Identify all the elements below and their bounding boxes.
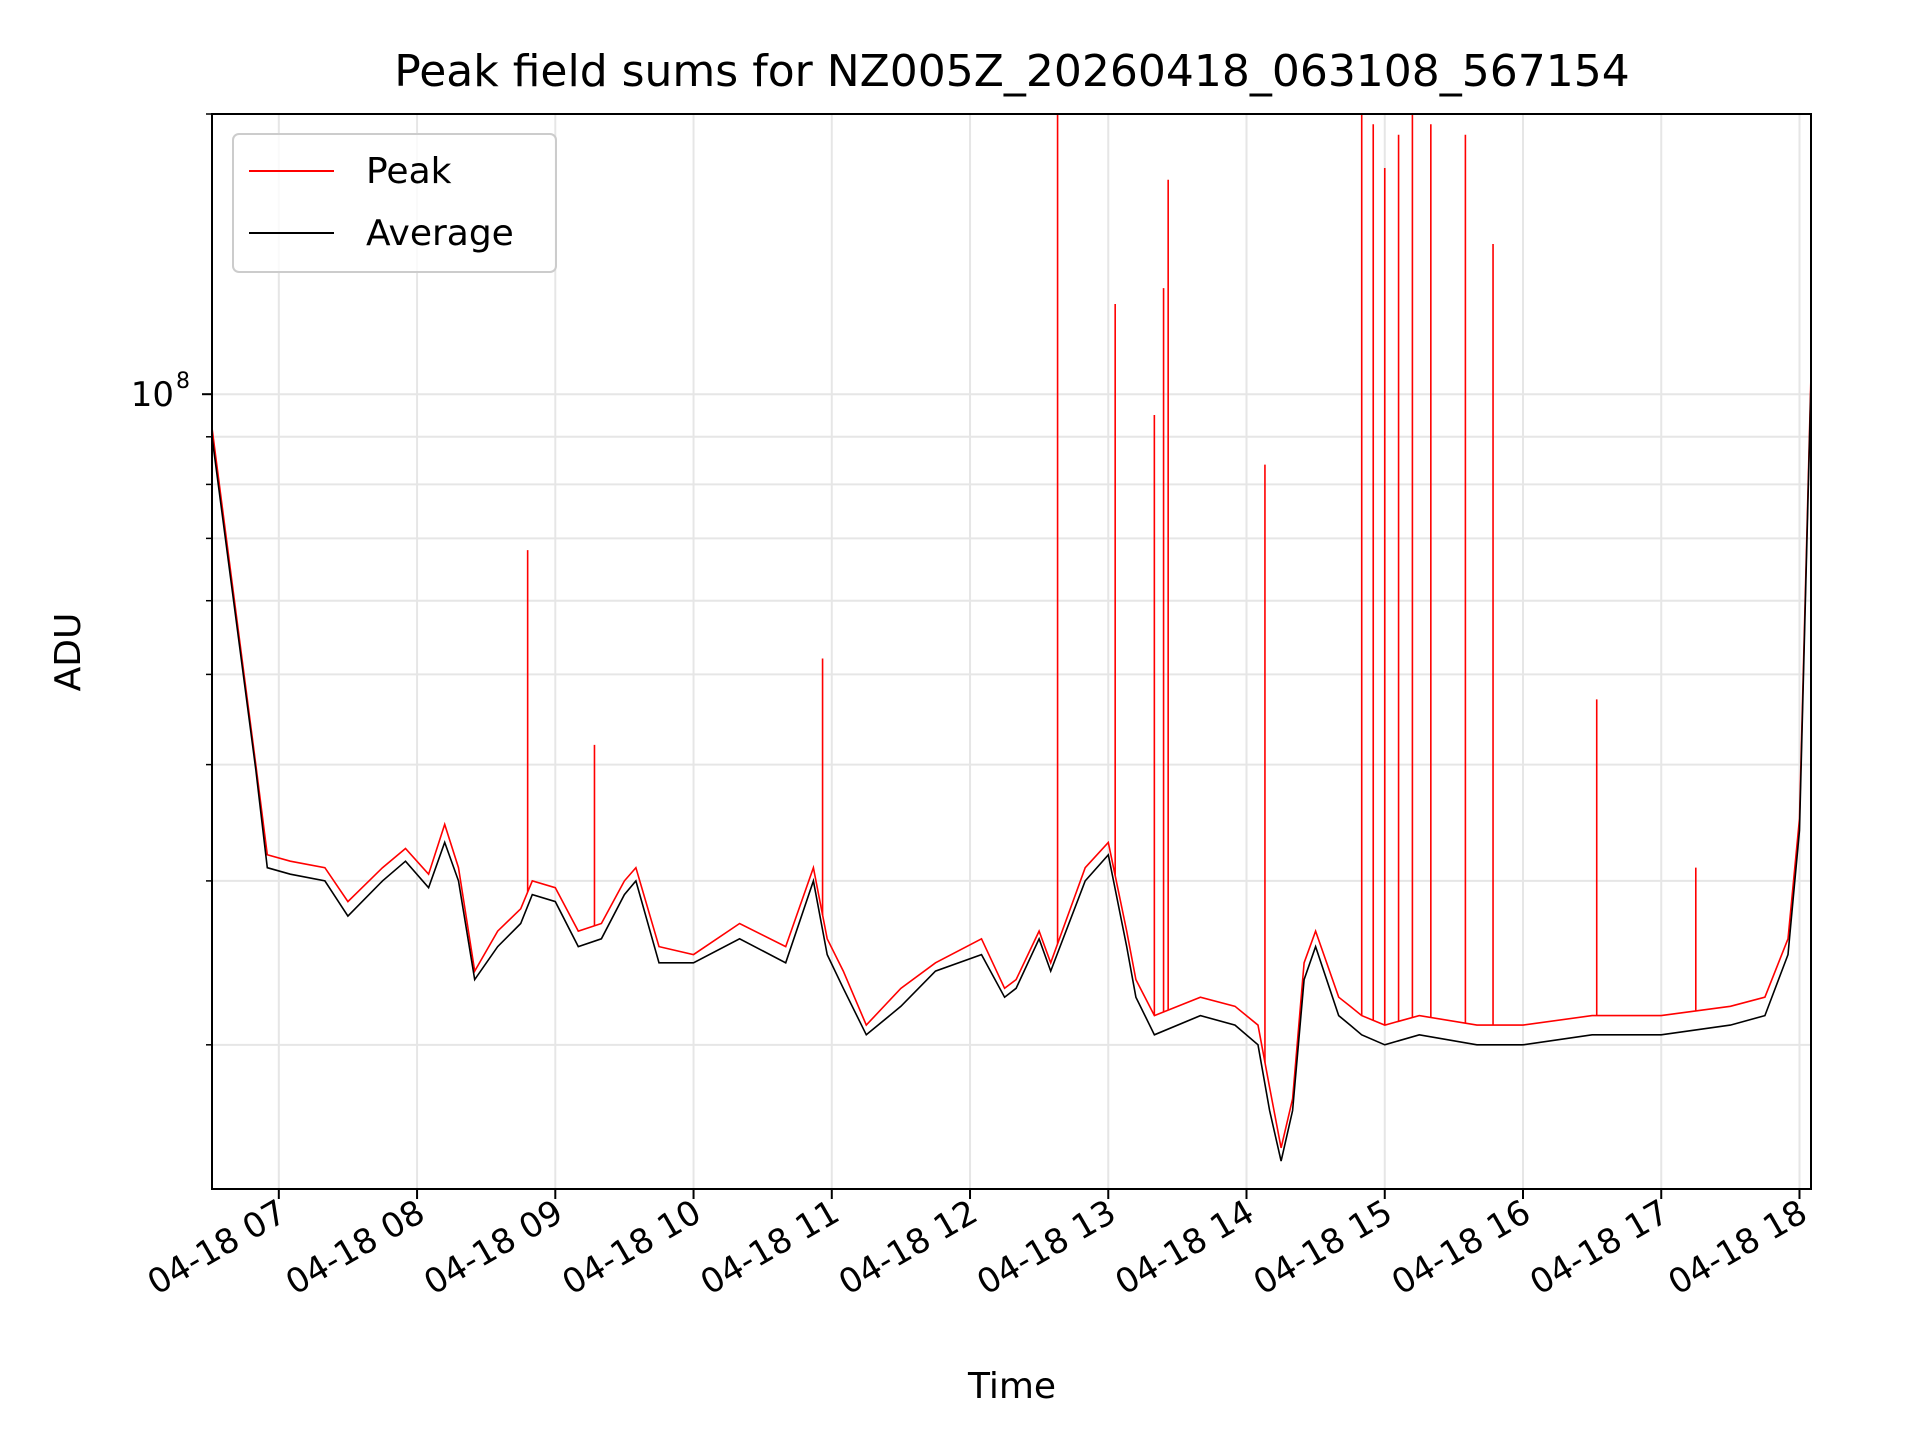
legend-peak-label: Peak	[366, 151, 452, 192]
axes-frame	[211, 113, 1812, 1190]
x-tick-label: 04-18 07	[141, 1192, 293, 1303]
y-axis: 10 8	[131, 113, 212, 1046]
x-tick-label: 04-18 15	[1247, 1192, 1399, 1303]
x-tick-label: 04-18 17	[1523, 1192, 1675, 1303]
y-tick-label-exponent: 8	[176, 369, 190, 394]
series-line-peak	[211, 374, 1812, 1149]
chart-title: Peak field sums for NZ005Z_20260418_0631…	[394, 46, 1630, 97]
legend-box	[232, 133, 557, 273]
plot-area	[211, 114, 1812, 1162]
x-tick-label: 04-18 14	[1109, 1192, 1261, 1303]
grid-lines	[212, 113, 1811, 1189]
series-line-average	[211, 382, 1812, 1162]
x-tick-label: 04-18 09	[417, 1192, 569, 1303]
x-tick-label: 04-18 10	[556, 1192, 708, 1303]
x-tick-label: 04-18 18	[1662, 1192, 1814, 1303]
y-axis-label: ADU	[48, 613, 89, 692]
x-tick-label: 04-18 16	[1385, 1192, 1537, 1303]
x-tick-label: 04-18 12	[832, 1192, 984, 1303]
legend-average-label: Average	[366, 213, 514, 254]
x-tick-label: 04-18 11	[694, 1192, 846, 1303]
x-tick-label: 04-18 13	[970, 1192, 1122, 1303]
x-axis-label: Time	[967, 1366, 1056, 1407]
x-tick-label: 04-18 08	[279, 1192, 431, 1303]
legend: Peak Average	[232, 133, 557, 273]
y-tick-label: 10	[131, 375, 174, 415]
